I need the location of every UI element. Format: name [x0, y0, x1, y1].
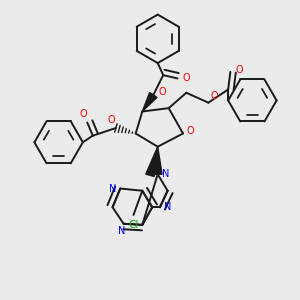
- Text: O: O: [108, 115, 115, 125]
- Polygon shape: [142, 92, 157, 112]
- Text: Cl: Cl: [128, 220, 139, 230]
- Text: N: N: [109, 184, 116, 194]
- Polygon shape: [153, 147, 162, 174]
- Text: O: O: [236, 64, 243, 75]
- Text: O: O: [158, 87, 166, 97]
- Text: O: O: [210, 91, 218, 101]
- Text: N: N: [118, 226, 125, 236]
- Polygon shape: [146, 147, 158, 176]
- Text: N: N: [162, 169, 169, 179]
- Text: O: O: [182, 74, 190, 83]
- Text: O: O: [79, 109, 87, 119]
- Text: N: N: [164, 202, 171, 212]
- Text: O: O: [187, 126, 194, 136]
